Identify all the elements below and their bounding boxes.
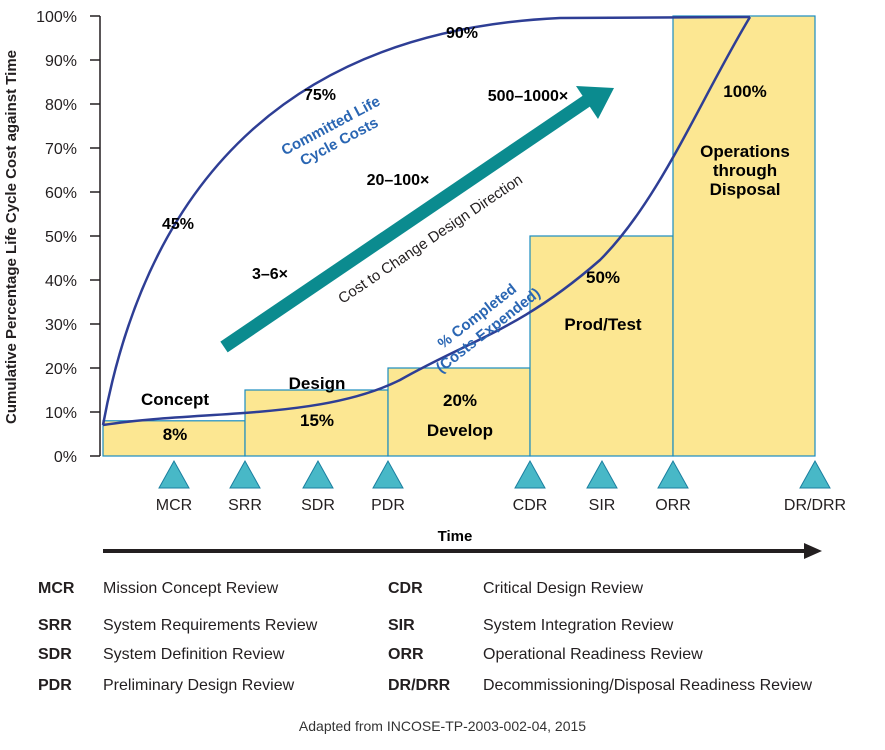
y-tick-label: 30% <box>45 317 77 334</box>
legend-abbr: SIR <box>388 617 415 634</box>
milestone-triangle-icon <box>302 459 334 489</box>
phase-name-develop: Develop <box>427 421 493 440</box>
abbreviation-legend: MCR Mission Concept Review CDR Critical … <box>0 580 885 710</box>
legend-row: MCR Mission Concept Review CDR Critical … <box>0 580 885 600</box>
milestone-markers: MCR SRR SDR PDR CDR SIR ORR DR/DRR <box>156 459 846 514</box>
legend-abbr: PDR <box>38 677 72 694</box>
legend-desc: System Requirements Review <box>103 617 318 634</box>
milestone-label: ORR <box>655 497 691 514</box>
y-tick-label: 100% <box>36 9 77 26</box>
phase-bars <box>102 15 816 457</box>
y-tick-label: 10% <box>45 405 77 422</box>
milestone-triangle-icon <box>229 459 261 489</box>
milestone-triangle-icon <box>158 459 190 489</box>
phase-bar <box>244 389 389 457</box>
phase-value-concept: 8% <box>163 425 188 444</box>
phase-bar <box>102 420 246 457</box>
legend-abbr: CDR <box>388 580 423 597</box>
phase-name-design: Design <box>289 374 346 393</box>
y-tick-label: 40% <box>45 273 77 290</box>
committed-90-label: 90% <box>446 25 478 42</box>
legend-desc: System Integration Review <box>483 617 674 634</box>
legend-desc: Operational Readiness Review <box>483 646 703 663</box>
legend-abbr: ORR <box>388 646 424 663</box>
multiplier-low: 3–6× <box>252 266 288 283</box>
phase-name-concept: Concept <box>141 390 209 409</box>
phase-bar <box>387 367 531 457</box>
y-tick-label: 60% <box>45 185 77 202</box>
y-tick-label: 0% <box>54 449 77 466</box>
committed-75-label: 75% <box>304 87 336 104</box>
time-arrow <box>103 543 822 559</box>
milestone-label: SRR <box>228 497 262 514</box>
legend-abbr: MCR <box>38 580 75 597</box>
multiplier-mid: 20–100× <box>367 172 430 189</box>
cost-to-change-arrow <box>220 86 614 353</box>
x-axis-title: Time <box>438 528 473 545</box>
legend-abbr: DR/DRR <box>388 677 451 694</box>
legend-desc: Critical Design Review <box>483 580 644 597</box>
y-axis-title: Cumulative Percentage Life Cycle Cost ag… <box>3 50 20 424</box>
phase-value-design: 15% <box>300 411 334 430</box>
committed-curve-label: Committed LifeCycle Costs <box>279 93 392 175</box>
milestone-label: SDR <box>301 497 335 514</box>
y-tick-label: 70% <box>45 141 77 158</box>
legend-abbr: SDR <box>38 646 72 663</box>
completed-cost-curve <box>102 16 752 427</box>
legend-row: SDR System Definition Review ORR Operati… <box>0 646 885 666</box>
y-axis-ticks: 0% 10% 20% 30% 40% 50% 60% 70% 80% 90% 100% <box>36 9 100 466</box>
y-tick-label: 20% <box>45 361 77 378</box>
phase-bar <box>529 235 674 457</box>
phase-value-prodtest: 50% <box>586 268 620 287</box>
milestone-triangle-icon <box>799 459 831 489</box>
milestone-triangle-icon <box>514 459 546 489</box>
y-tick-label: 80% <box>45 97 77 114</box>
milestone-label: MCR <box>156 497 192 514</box>
phase-value-operations: 100% <box>723 82 766 101</box>
legend-row: SRR System Requirements Review SIR Syste… <box>0 617 885 637</box>
y-tick-label: 90% <box>45 53 77 70</box>
life-cycle-cost-chart: Cumulative Percentage Life Cycle Cost ag… <box>3 9 846 559</box>
milestone-label: PDR <box>371 497 405 514</box>
milestone-label: SIR <box>589 497 616 514</box>
legend-desc: Mission Concept Review <box>103 580 279 597</box>
milestone-label: CDR <box>513 497 548 514</box>
completed-curve-label: % Completed(Costs Expended) <box>422 271 544 377</box>
y-tick-label: 50% <box>45 229 77 246</box>
legend-desc: Decommissioning/Disposal Readiness Revie… <box>483 677 813 694</box>
committed-45-label: 45% <box>162 216 194 233</box>
milestone-triangle-icon <box>372 459 404 489</box>
source-note: Adapted from INCOSE-TP-2003-002-04, 2015 <box>298 718 587 734</box>
legend-abbr: SRR <box>38 617 72 634</box>
legend-desc: Preliminary Design Review <box>103 677 295 694</box>
milestone-triangle-icon <box>657 459 689 489</box>
cost-arrow-label: Cost to Change Design Direction <box>335 171 526 307</box>
committed-cost-curve <box>101 15 751 426</box>
milestone-triangle-icon <box>586 459 618 489</box>
phase-name-prodtest: Prod/Test <box>564 315 641 334</box>
phase-value-develop: 20% <box>443 391 477 410</box>
phase-name-operations: Operations through Disposal <box>700 142 790 199</box>
multiplier-high: 500–1000× <box>488 88 569 105</box>
milestone-label: DR/DRR <box>784 497 846 514</box>
legend-row: PDR Preliminary Design Review DR/DRR Dec… <box>0 677 885 697</box>
legend-desc: System Definition Review <box>103 646 285 663</box>
